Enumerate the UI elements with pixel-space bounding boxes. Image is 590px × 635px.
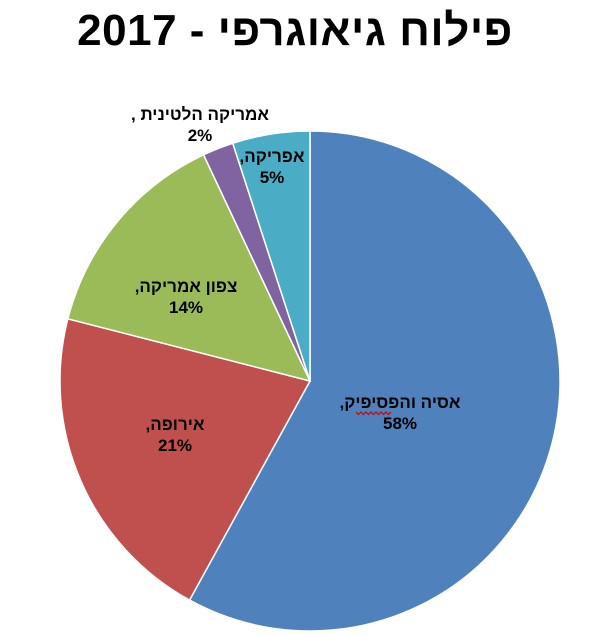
pie-slice	[59, 317, 312, 602]
slice-name-label: אפריקה,	[240, 147, 305, 166]
spellcheck-underline	[355, 411, 392, 416]
slice-value-label: 21%	[158, 436, 192, 455]
slice-value-label: 2%	[188, 126, 213, 145]
slice-name-label: אירופה,	[146, 415, 205, 434]
slice-value-label: 14%	[169, 298, 203, 317]
slice-name-label: אסיה והפסיפיק,	[340, 393, 461, 412]
slice-value-label: 58%	[383, 414, 417, 433]
chart-title: פילוח גיאוגרפי - 2017	[77, 6, 513, 55]
slice-name-label: אמריקה הלטינית ,	[131, 105, 269, 124]
pie-slice	[188, 130, 561, 632]
pie-slice	[66, 153, 312, 383]
pie-labels: אסיה והפסיפיק, 58% אירופה, 21% צפון אמריקה, 1…	[131, 105, 461, 455]
slice-value-label: 5%	[260, 168, 285, 187]
slice-name-label: צפון אמריקה,	[135, 277, 238, 296]
pie-slice	[231, 130, 311, 382]
pie-slices	[59, 130, 561, 632]
